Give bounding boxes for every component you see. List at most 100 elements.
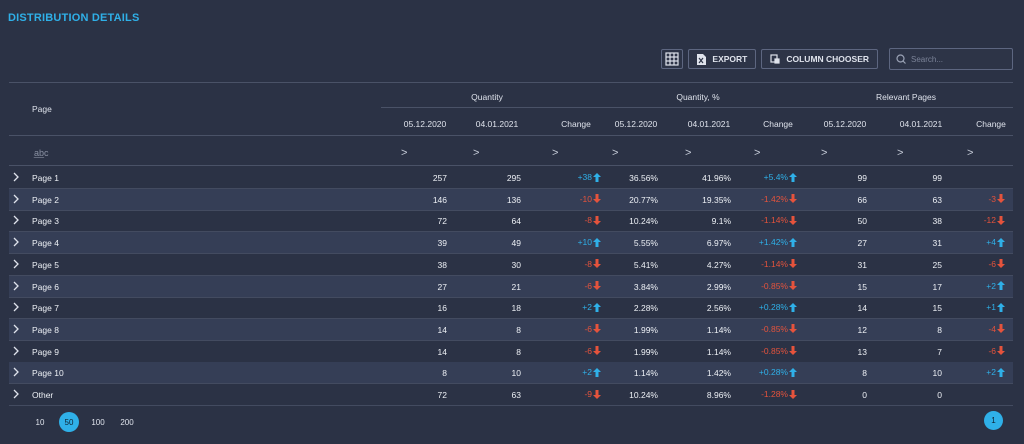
chevron-right-icon[interactable] (12, 215, 20, 227)
chevron-right-icon[interactable] (12, 346, 20, 358)
page-number-button[interactable]: 1 (984, 411, 1003, 430)
page-size-option[interactable]: 100 (91, 417, 105, 427)
search-input[interactable] (911, 54, 1006, 64)
grid-layout-icon (665, 52, 680, 66)
arrow-up-icon (789, 172, 797, 182)
row-page-name: Page 6 (32, 281, 59, 292)
change-text: -9 (584, 389, 592, 399)
table-row[interactable]: Page 1 257 295 +38 36.56% 41.96% +5.4% 99 99 (9, 167, 1013, 188)
cell-value: 257 (432, 173, 447, 183)
column-header[interactable]: Change (763, 119, 793, 129)
cell-value: 49 (511, 238, 521, 249)
filter-operator-icon[interactable]: > (552, 147, 559, 159)
change-text: +1.42% (758, 237, 788, 248)
page-size-option[interactable]: 50 (59, 412, 79, 432)
chevron-right-icon[interactable] (12, 389, 20, 401)
row-page-name: Page 9 (32, 346, 59, 357)
cell-value: 31 (857, 259, 867, 270)
page-filter-icon[interactable]: a̲b̲c (34, 148, 49, 158)
table-row[interactable]: Page 10 8 10 +2 1.14% 1.42% +0.28% 8 10 +2 (9, 362, 1013, 384)
column-group-header[interactable]: Quantity, % (676, 92, 720, 102)
export-button[interactable]: EXPORT (688, 49, 757, 69)
table-row[interactable]: Other 72 63 -9 10.24% 8.96% -1.28% 0 0 (9, 384, 1013, 405)
change-text: +38 (577, 172, 592, 182)
filter-operator-icon[interactable]: > (685, 147, 692, 159)
table-row[interactable]: Page 5 38 30 -8 5.41% 4.27% -1.14% 31 25 -6 (9, 254, 1013, 275)
chevron-right-icon[interactable] (12, 172, 20, 184)
chevron-right-icon[interactable] (12, 237, 20, 249)
row-page-name: Page 5 (32, 259, 59, 270)
filter-operator-icon[interactable]: > (967, 147, 974, 159)
filter-operator-icon[interactable]: > (821, 147, 828, 159)
column-group-header[interactable]: Relevant Pages (875, 92, 936, 102)
page-size-selector: 10 50 100 200 (30, 412, 137, 432)
filter-operator-icon[interactable]: > (612, 147, 619, 159)
column-header[interactable]: 04.01.2021 (899, 119, 943, 129)
row-page-name: Page 8 (32, 324, 59, 335)
table-row[interactable]: Page 6 27 21 -6 3.84% 2.99% -0.85% 15 17 +2 (9, 275, 1013, 297)
cell-value: 14 (437, 324, 447, 335)
row-page-name: Page 1 (32, 173, 59, 183)
cell-value: 1.14% (706, 324, 731, 335)
cell-value: 41.96% (702, 173, 731, 183)
cell-value: 9.1% (711, 216, 731, 227)
column-header[interactable]: 05.12.2020 (403, 119, 447, 129)
search-box[interactable] (889, 48, 1013, 70)
change-text: +2 (582, 367, 592, 378)
change-value: +0.28% (759, 367, 797, 377)
table-row[interactable]: Page 7 16 18 +2 2.28% 2.56% +0.28% 14 15 +1 (9, 297, 1013, 318)
cell-value: 18 (511, 303, 521, 314)
cell-value: 295 (506, 173, 521, 183)
chevron-right-icon[interactable] (12, 302, 20, 314)
change-value: -6 (988, 259, 1005, 269)
table-row[interactable]: Page 9 14 8 -6 1.99% 1.14% -0.85% 13 7 -6 (9, 341, 1013, 362)
change-value: -12 (984, 215, 1005, 225)
table-row[interactable]: Page 3 72 64 -8 10.24% 9.1% -1.14% 50 38 -12 (9, 210, 1013, 231)
column-header-page[interactable]: Page (32, 104, 52, 114)
column-header[interactable]: Change (976, 119, 1006, 129)
cell-value: 25 (932, 259, 942, 270)
arrow-down-icon (789, 281, 797, 290)
arrow-down-icon (593, 324, 601, 334)
change-text: -0.85% (761, 345, 788, 356)
column-header[interactable]: 04.01.2021 (475, 119, 519, 129)
chevron-right-icon[interactable] (12, 324, 20, 336)
excel-file-icon (697, 53, 707, 65)
change-value: +5.4% (764, 172, 797, 182)
table-row[interactable]: Page 2 146 136 -10 20.77% 19.35% -1.42% 66 63 -3 (9, 188, 1013, 210)
change-text: -0.85% (761, 280, 788, 291)
chevron-right-icon[interactable] (12, 259, 20, 271)
cell-value: 146 (432, 194, 447, 205)
arrow-up-icon (593, 302, 601, 312)
column-header[interactable]: Change (561, 119, 591, 129)
cell-value: 66 (857, 194, 867, 205)
page-size-option[interactable]: 10 (35, 417, 45, 427)
chevron-right-icon[interactable] (12, 281, 20, 293)
change-text: -12 (983, 215, 996, 226)
column-chooser-button[interactable]: COLUMN CHOOSER (761, 49, 878, 69)
arrow-up-icon (997, 367, 1005, 377)
cell-value: 99 (857, 173, 867, 183)
column-header[interactable]: 04.01.2021 (687, 119, 731, 129)
column-group-header[interactable]: Quantity (471, 92, 503, 102)
page-size-option[interactable]: 200 (120, 417, 134, 427)
change-text: +1 (986, 302, 996, 313)
cell-value: 72 (437, 390, 447, 400)
change-value: -0.85% (761, 346, 797, 356)
column-header[interactable]: 05.12.2020 (614, 119, 658, 129)
cell-value: 19.35% (702, 194, 731, 205)
cell-value: 72 (437, 216, 447, 227)
column-header[interactable]: 05.12.2020 (823, 119, 867, 129)
filter-operator-icon[interactable]: > (473, 147, 480, 159)
grid-layout-button[interactable] (661, 49, 684, 69)
arrow-down-icon (593, 389, 601, 399)
filter-operator-icon[interactable]: > (754, 147, 761, 159)
table-row[interactable]: Page 8 14 8 -6 1.99% 1.14% -0.85% 12 8 -4 (9, 318, 1013, 340)
change-text: -6 (584, 345, 592, 356)
chevron-right-icon[interactable] (12, 194, 20, 206)
table-row[interactable]: Page 4 39 49 +10 5.55% 6.97% +1.42% 27 31 +4 (9, 232, 1013, 254)
chevron-right-icon[interactable] (12, 367, 20, 379)
change-value: +1 (986, 302, 1005, 312)
filter-operator-icon[interactable]: > (897, 147, 904, 159)
filter-operator-icon[interactable]: > (401, 147, 408, 159)
